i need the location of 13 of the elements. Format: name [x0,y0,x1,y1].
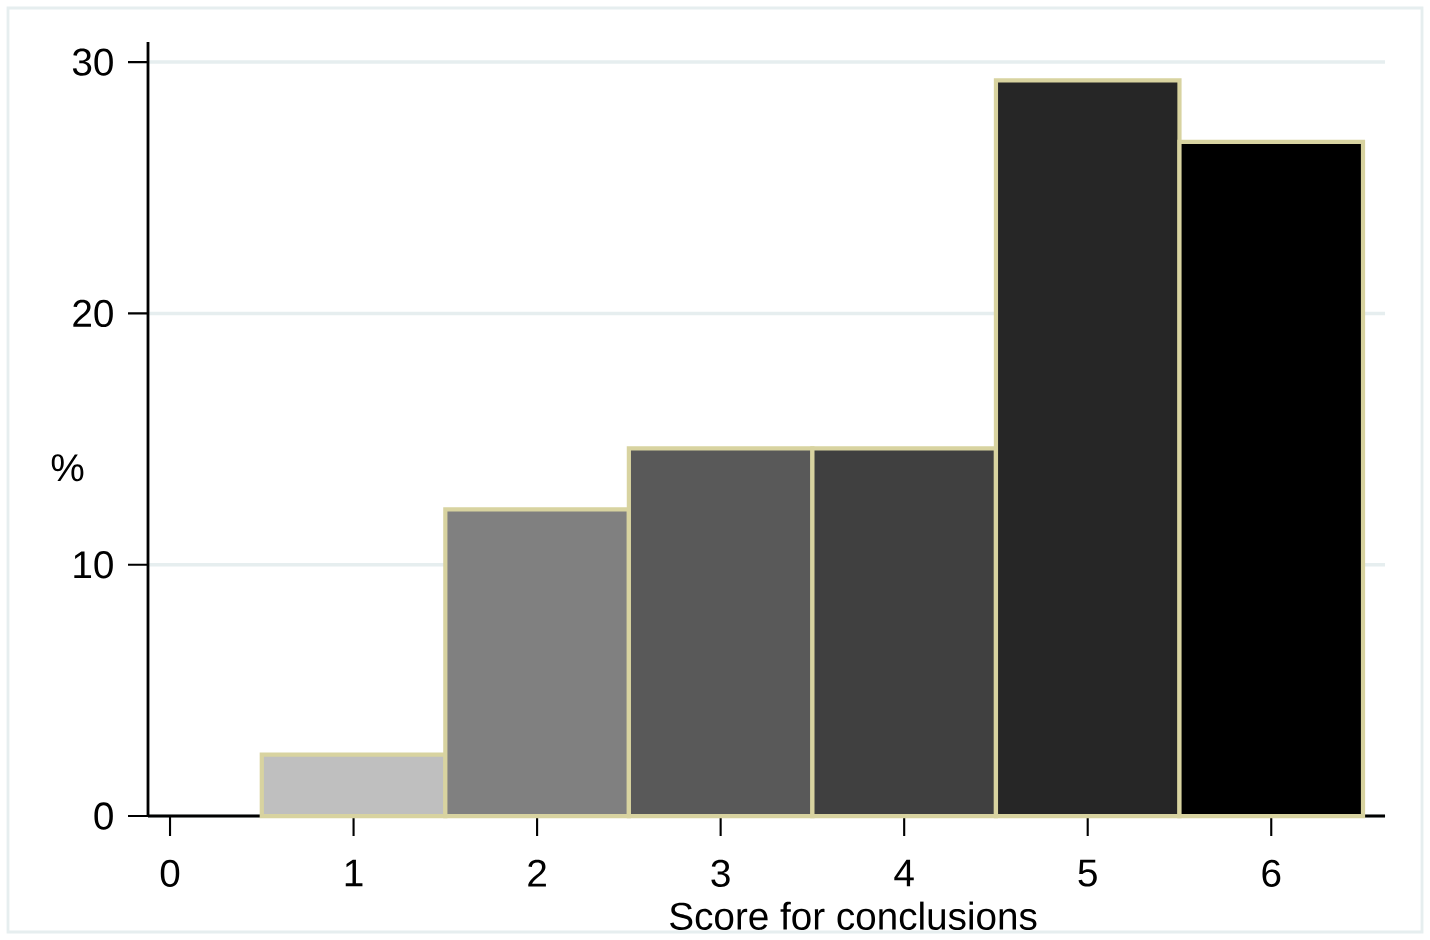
y-axis-title: % [51,454,84,482]
x-tick-label: 2 [528,859,546,887]
x-axis-title: Score for conclusions [670,901,1037,931]
y-tick-label: 0 [94,802,113,830]
y-tick-label: 10 [74,551,113,579]
x-tick-label: 1 [345,859,363,887]
x-tick-label: 4 [894,859,914,887]
x-tick-label: 0 [160,859,180,887]
x-tick-label: 6 [1262,859,1281,887]
y-tick-label: 20 [73,299,113,328]
x-tick-label: 5 [1078,859,1097,887]
x-tick-label: 3 [711,859,730,887]
y-tick-label: 30 [72,48,113,76]
